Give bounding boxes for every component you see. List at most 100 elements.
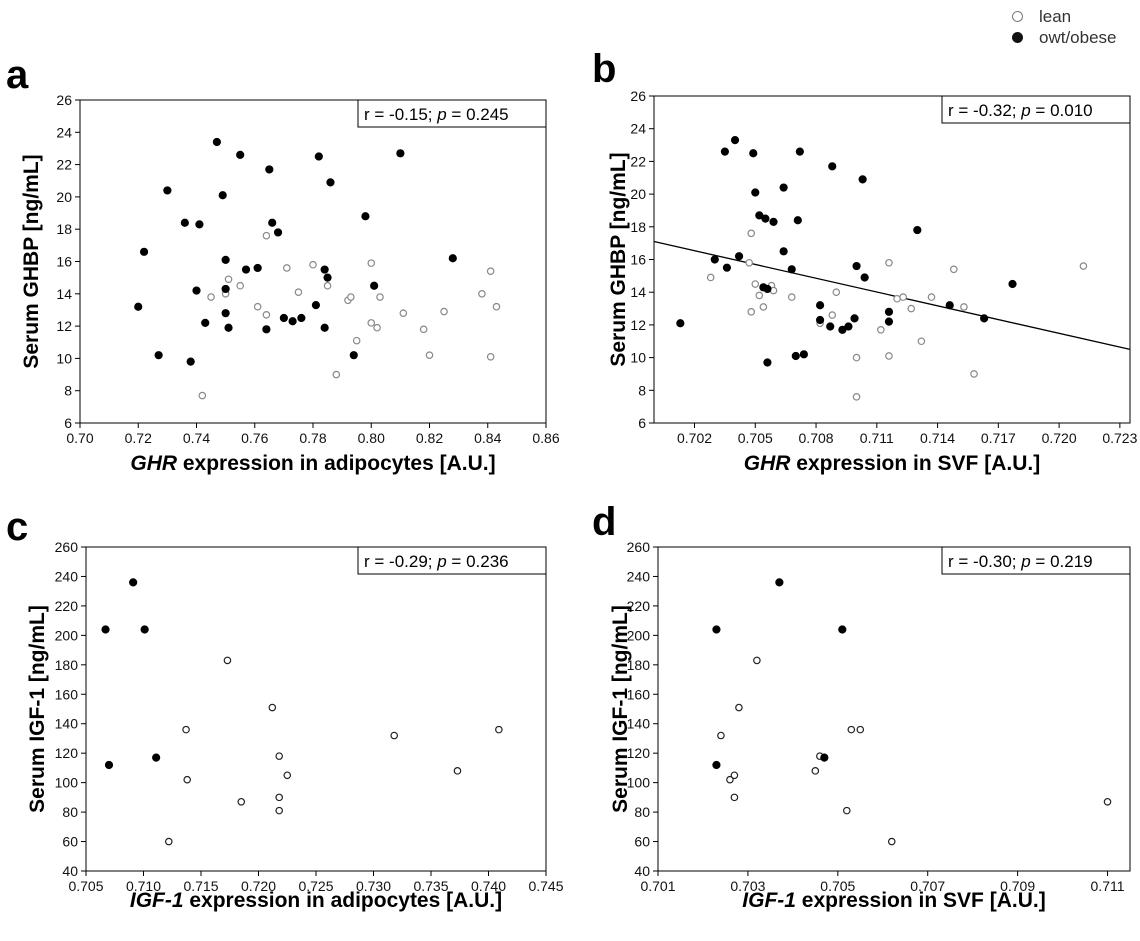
data-point-obese [795,147,804,156]
data-point-lean [970,370,978,378]
y-tick-label: 40 [634,863,650,879]
y-tick-label: 16 [56,254,72,270]
data-point-obese [326,178,335,187]
x-tick-label: 0.78 [299,430,326,446]
x-tick-label: 0.717 [981,430,1016,446]
data-point-obese [761,214,770,223]
data-point-obese [844,322,853,331]
data-point-obese [320,265,329,274]
y-tick-label: 220 [55,598,79,614]
data-point-obese [858,175,867,184]
x-axis-title: GHR expression in SVF [A.U.] [744,452,1040,475]
data-point-lean [751,280,760,288]
data-point-lean [425,351,434,359]
y-tick-label: 200 [55,627,79,643]
x-tick-label: 0.70 [66,430,93,446]
data-point-obese [769,217,778,226]
x-tick-label: 0.72 [125,430,152,446]
data-point-obese [134,302,143,311]
y-tick-label: 260 [627,539,651,555]
y-tick-label: 60 [62,834,78,850]
y-tick-label: 180 [627,657,651,673]
data-point-lean [755,291,764,300]
data-point-lean [390,731,399,740]
data-point-obese [793,216,802,225]
y-tick-label: 16 [630,252,646,268]
x-axis-title: IGF-1 expression in adipocytes [A.U.] [130,889,502,912]
data-point-obese [236,150,245,160]
x-tick-label: 0.715 [183,878,218,894]
y-tick-label: 12 [630,317,646,333]
data-point-obese [273,228,283,237]
data-point-lean [747,229,756,238]
data-point-obese [221,255,230,264]
stats-box [941,546,1131,575]
data-point-obese [722,263,732,272]
data-point-lean [440,307,448,316]
legend-item-lean: lean [1012,6,1117,27]
x-tick-label: 0.708 [799,430,834,446]
data-point-obese [913,225,922,235]
data-point-lean [352,336,361,345]
x-tick-label: 0.705 [738,430,773,446]
data-point-lean [917,337,926,346]
data-point-lean [726,775,734,784]
data-point-obese [820,753,829,762]
y-axis-title: Serum IGF-1 [ng/mL] [26,605,49,813]
data-point-lean [852,353,861,362]
plot-frame [85,546,547,872]
data-point-obese [751,188,760,197]
data-point-obese [288,317,297,326]
y-tick-label: 14 [56,286,72,302]
data-point-obese [212,137,221,147]
data-point-obese [852,261,861,271]
data-point-lean [745,258,754,267]
data-point-obese [787,265,796,274]
data-point-lean [842,806,851,815]
data-point-lean [832,288,841,297]
data-point-obese [140,625,149,634]
panel-letter-b: b [592,47,616,91]
x-tick-label: 0.76 [241,430,268,446]
data-point-lean [236,281,244,290]
data-point-obese [320,323,329,332]
x-tick-label: 0.709 [1000,878,1035,894]
regression-line [653,240,1131,351]
panel-a: 0.70 0.72 0.74 0.76 0.78 0.80 0.82 0.84 0.86 6 8 10… [20,92,560,475]
data-point-lean [706,273,715,282]
data-point-lean [811,767,820,775]
data-point-lean [495,725,503,734]
y-tick-label: 20 [56,189,72,205]
data-point-obese [104,760,114,770]
stats-box [357,99,547,128]
x-tick-label: 0.74 [183,430,210,446]
data-point-lean [182,725,190,734]
data-point-obese [195,220,204,229]
y-tick-label: 100 [55,775,79,791]
y-tick-label: 22 [630,153,646,169]
data-point-obese [186,357,195,366]
x-tick-label: 0.714 [920,430,955,446]
data-point-obese [712,760,721,770]
data-point-lean [376,293,384,301]
data-point-lean [887,837,896,846]
data-point-obese [297,313,306,323]
data-point-lean [492,302,501,311]
data-point-obese [838,325,847,334]
x-tick-label: 0.705 [820,878,855,894]
data-point-lean [949,265,958,274]
y-tick-label: 200 [627,627,651,643]
y-tick-label: 260 [55,539,79,555]
data-point-lean [262,231,271,240]
y-tick-label: 120 [55,745,79,761]
data-point-obese [799,350,808,359]
y-tick-label: 14 [630,284,646,300]
data-point-lean [893,294,901,303]
data-point-lean [262,310,271,319]
data-point-obese [775,578,784,587]
y-tick-label: 20 [630,186,646,202]
x-tick-label: 0.86 [532,430,559,446]
x-tick-label: 0.84 [474,430,501,446]
data-point-obese [730,136,740,145]
data-point-obese [265,165,274,174]
